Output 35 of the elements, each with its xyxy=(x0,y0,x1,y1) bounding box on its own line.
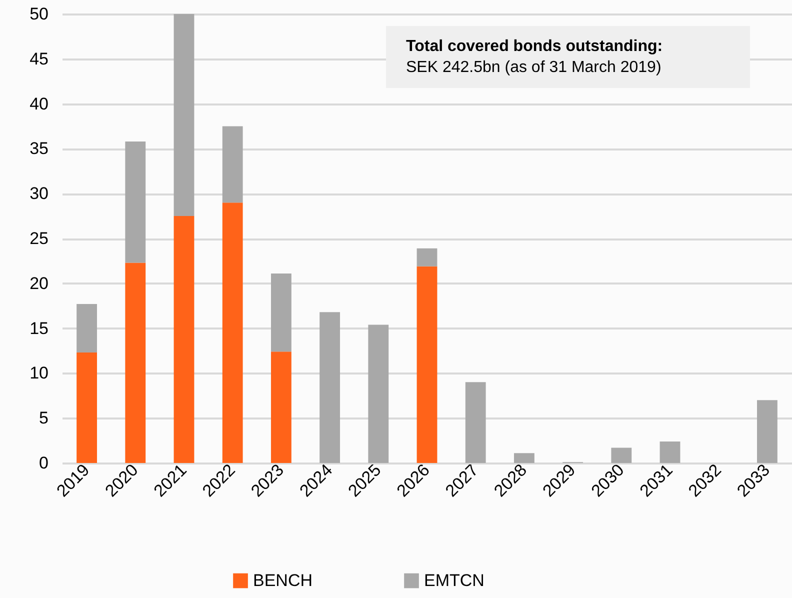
y-tick-label: 25 xyxy=(30,229,48,248)
bar xyxy=(222,126,243,203)
note-panel: Total covered bonds outstanding: SEK 242.5bn (as of 31 March 2019) xyxy=(386,26,750,88)
y-tick-label: 50 xyxy=(30,4,48,24)
y-tick-label: 40 xyxy=(30,94,48,114)
y-tick-label: 45 xyxy=(30,49,48,68)
bar xyxy=(416,266,438,463)
bar xyxy=(270,352,292,463)
bar xyxy=(76,304,97,353)
legend-label: EMTCN xyxy=(424,570,484,590)
bar xyxy=(174,216,194,463)
bar xyxy=(222,202,243,463)
y-tick-label: 30 xyxy=(30,184,48,204)
bar xyxy=(416,248,438,266)
y-tick-label: 15 xyxy=(30,318,48,338)
bar xyxy=(757,400,778,463)
y-tick-label: 35 xyxy=(30,139,48,158)
bar xyxy=(320,312,340,463)
bar xyxy=(368,324,389,463)
bar xyxy=(514,453,534,463)
annotation: Total covered bonds outstanding: xyxy=(406,37,664,57)
bar xyxy=(660,441,680,463)
y-tick-label: 10 xyxy=(30,364,48,383)
bar xyxy=(125,142,146,263)
bar xyxy=(611,448,632,463)
bar xyxy=(76,352,97,463)
bar xyxy=(465,382,486,463)
y-tick-label: 5 xyxy=(39,408,48,428)
y-tick-label: 20 xyxy=(30,274,48,293)
bar xyxy=(125,262,146,463)
legend-label: BENCH xyxy=(253,570,313,590)
y-tick-label: 0 xyxy=(39,454,48,472)
bar xyxy=(174,14,194,216)
annotation: SEK 242.5bn (as of 31 March 2019) xyxy=(406,58,662,78)
bar xyxy=(270,274,292,352)
